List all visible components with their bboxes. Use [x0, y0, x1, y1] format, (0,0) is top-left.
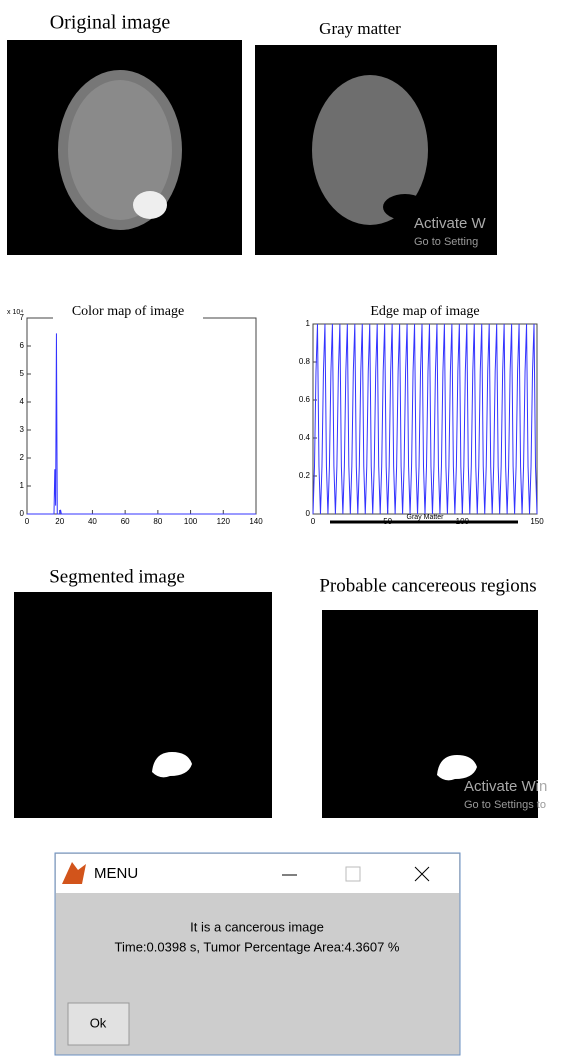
tumor	[152, 752, 192, 778]
x-tick-label: 40	[88, 517, 97, 526]
image-title: Gray matter	[319, 19, 401, 38]
ok-button[interactable]	[67, 1002, 130, 1046]
y-tick-label: 4	[20, 397, 25, 406]
y-tick-label: 5	[20, 369, 25, 378]
plot-area	[312, 323, 538, 515]
y-tick-label: 7	[20, 313, 25, 322]
chart-title: Color map of image	[72, 304, 184, 319]
x-tick-label: 120	[217, 517, 231, 526]
image-title: Segmented image	[49, 566, 185, 587]
y-tick-label: 2	[20, 453, 25, 462]
watermark: Activate W	[414, 215, 487, 232]
y-scale-label: x 10⁴	[7, 309, 23, 316]
title-bar	[56, 854, 459, 893]
ok-button-label[interactable]: Ok	[90, 1015, 107, 1030]
y-tick-label: 0.6	[299, 395, 311, 404]
watermark: Go to Setting	[414, 236, 478, 248]
x-tick-label: 100	[184, 517, 198, 526]
dialog-message: It is a cancerous image	[190, 919, 324, 934]
y-tick-label: 3	[20, 425, 25, 434]
title-box	[53, 302, 203, 320]
dialog-title: MENU	[94, 865, 138, 882]
x-tick-label: 140	[249, 517, 263, 526]
x-tick-label: 0	[311, 517, 316, 526]
data-line	[312, 323, 538, 515]
image-frame	[322, 610, 538, 818]
chart-title: Edge map of image	[370, 304, 479, 319]
y-tick-label: 0.8	[299, 357, 311, 366]
image-title: Probable cancereous regions	[319, 575, 536, 596]
tumor	[133, 191, 167, 219]
watermark: Activate Win	[464, 778, 547, 795]
data-line	[27, 333, 256, 515]
x-tick-label: 60	[121, 517, 130, 526]
y-tick-label: 0.2	[299, 471, 311, 480]
app-icon	[62, 862, 86, 884]
tumor	[437, 755, 477, 781]
gray-matter	[312, 75, 428, 225]
y-tick-label: 0	[20, 509, 25, 518]
y-tick-label: 0	[306, 509, 311, 518]
y-tick-label: 6	[20, 341, 25, 350]
plot-area	[26, 317, 257, 515]
maximize-button[interactable]	[345, 866, 361, 882]
x-tick-label: 150	[530, 517, 544, 526]
brain-inner	[68, 80, 172, 220]
watermark: Go to Settings to	[464, 799, 546, 811]
y-tick-label: 0.4	[299, 433, 311, 442]
image-frame	[14, 592, 272, 818]
y-tick-label: 1	[306, 319, 311, 328]
tumor-hole	[383, 194, 427, 220]
x-axis-label: Gray Matter	[407, 514, 445, 521]
x-tick-label: 80	[153, 517, 162, 526]
y-tick-label: 1	[20, 481, 25, 490]
dialog-message: Time:0.0398 s, Tumor Percentage Area:4.3…	[115, 939, 400, 954]
x-tick-label: 0	[25, 517, 30, 526]
image-title: Original image	[50, 12, 171, 34]
close-button[interactable]	[414, 866, 430, 882]
title-box	[350, 302, 500, 320]
x-tick-label: 20	[55, 517, 64, 526]
